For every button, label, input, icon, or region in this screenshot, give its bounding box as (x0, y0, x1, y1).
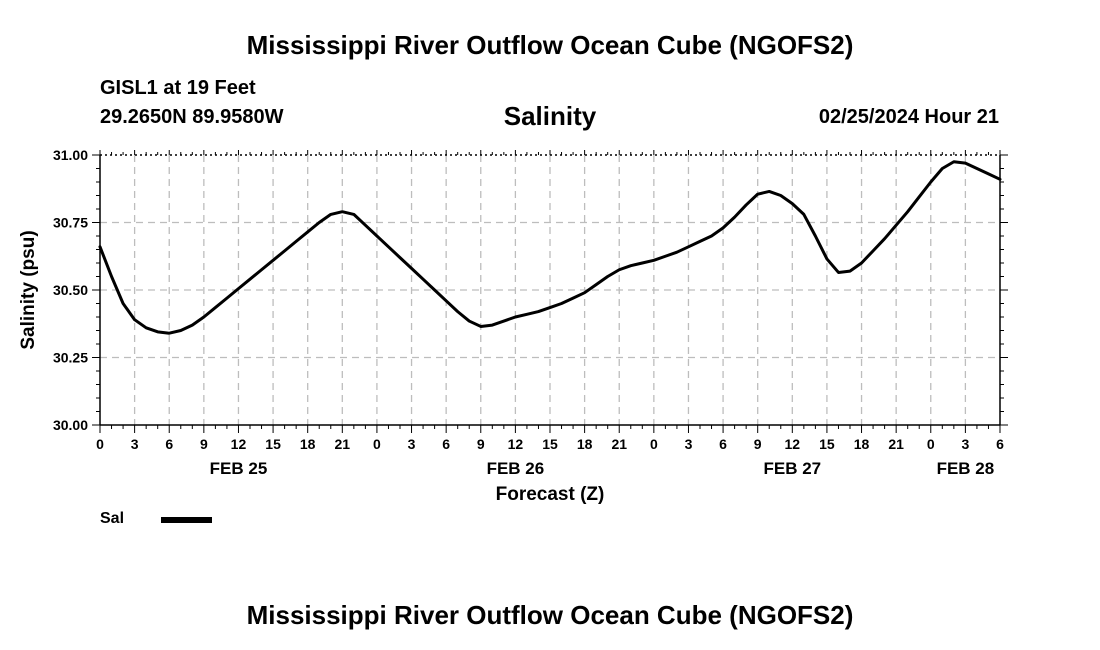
x-tick-label: 9 (477, 436, 485, 452)
datetime-label: 02/25/2024 Hour 21 (818, 106, 999, 128)
x-tick-label: 0 (96, 436, 104, 452)
x-tick-label: 0 (373, 436, 381, 452)
chart-title: Salinity (503, 101, 597, 131)
x-tick-label: 9 (754, 436, 762, 452)
x-tick-label: 3 (131, 436, 139, 452)
date-label: FEB 25 (210, 459, 268, 478)
date-label: FEB 26 (487, 459, 545, 478)
x-tick-label: 18 (300, 436, 316, 452)
x-tick-label: 15 (819, 436, 835, 452)
grid (100, 155, 1000, 425)
footer-title: Mississippi River Outflow Ocean Cube (NG… (246, 600, 854, 630)
x-tick-label: 3 (685, 436, 693, 452)
x-tick-label: 18 (854, 436, 870, 452)
y-axis-title: Salinity (psu) (18, 230, 39, 349)
y-tick-label: 31.00 (53, 147, 88, 163)
x-tick-label: 18 (577, 436, 593, 452)
x-tick-label: 12 (231, 436, 247, 452)
y-tick-label: 30.25 (53, 350, 88, 366)
x-tick-label: 9 (200, 436, 208, 452)
x-tick-label: 15 (542, 436, 558, 452)
x-tick-label: 21 (888, 436, 904, 452)
x-tick-label: 6 (165, 436, 173, 452)
y-tick-label: 30.00 (53, 417, 88, 433)
x-tick-label: 12 (785, 436, 801, 452)
page-title: Mississippi River Outflow Ocean Cube (NG… (246, 30, 854, 60)
series-line-sal (98, 160, 1002, 335)
x-axis-title: Forecast (Z) (496, 484, 605, 505)
x-tick-label: 6 (719, 436, 727, 452)
coordinates-label: 29.2650N 89.9580W (100, 106, 284, 128)
axes (92, 150, 1008, 433)
x-tick-label: 6 (442, 436, 450, 452)
x-tick-label: 12 (508, 436, 524, 452)
series-layer (98, 160, 1002, 335)
station-label: GISL1 at 19 Feet (100, 77, 256, 99)
y-tick-label: 30.75 (53, 215, 88, 231)
y-tick-label: 30.50 (53, 282, 88, 298)
date-label: FEB 27 (763, 459, 821, 478)
x-tick-label: 0 (650, 436, 658, 452)
legend-line-swatch (161, 517, 212, 523)
axis-labels: 30.00 30.25 30.50 30.75 31.00 0 3 6 9 12 15 18 21 0 3 6… (18, 147, 1004, 505)
x-tick-label: 21 (335, 436, 351, 452)
x-tick-label: 0 (927, 436, 935, 452)
legend-label: Sal (100, 510, 125, 527)
x-tick-label: 6 (996, 436, 1004, 452)
x-tick-label: 21 (611, 436, 627, 452)
x-tick-label: 15 (265, 436, 281, 452)
date-label: FEB 28 (937, 459, 995, 478)
x-tick-label: 3 (408, 436, 416, 452)
x-tick-label: 3 (961, 436, 969, 452)
